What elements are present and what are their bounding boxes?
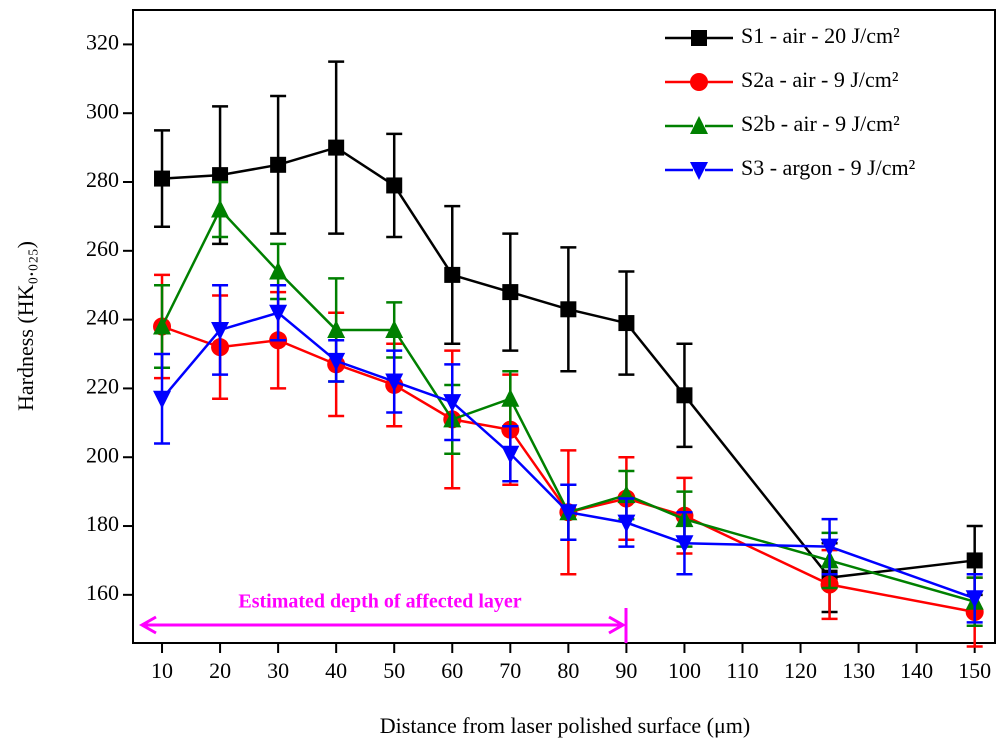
marker [153, 390, 172, 409]
x-axis-label: Distance from laser polished surface (μm… [380, 713, 750, 738]
annotation-text: Estimated depth of affected layer [238, 591, 521, 613]
marker [690, 116, 708, 134]
marker [443, 394, 462, 413]
legend-label: S3 - argon - 9 J/cm² [741, 155, 916, 180]
x-tick-label: 120 [784, 658, 817, 683]
y-tick-label: 260 [86, 236, 119, 261]
marker [691, 30, 707, 46]
y-tick-label: 320 [86, 29, 119, 54]
marker [690, 162, 708, 180]
annotation-arrow: Estimated depth of affected layer [138, 591, 628, 643]
marker [675, 535, 694, 554]
x-tick-label: 140 [900, 658, 933, 683]
y-tick-label: 180 [86, 511, 119, 536]
x-tick-label: 100 [668, 658, 701, 683]
marker [269, 261, 288, 280]
marker [212, 167, 229, 184]
marker [327, 319, 346, 338]
marker [965, 590, 984, 609]
y-tick-label: 200 [86, 442, 119, 467]
marker [386, 177, 403, 194]
x-tick-label: 130 [842, 658, 875, 683]
marker [559, 504, 578, 523]
plot-frame [132, 9, 996, 644]
x-tick-label: 70 [499, 658, 521, 683]
series-line [160, 207, 976, 603]
legend-label: S2b - air - 9 J/cm² [741, 111, 900, 136]
marker [618, 315, 635, 332]
marker [444, 266, 461, 283]
x-tick-label: 110 [726, 658, 758, 683]
marker [676, 387, 693, 404]
marker [385, 373, 404, 392]
series-line [161, 311, 976, 600]
x-tick-label: 10 [151, 658, 173, 683]
x-tick-label: 50 [383, 658, 405, 683]
marker [211, 199, 230, 218]
marker [327, 352, 346, 371]
marker [385, 319, 404, 338]
marker [820, 538, 839, 557]
y-tick-label: 280 [86, 167, 119, 192]
marker [690, 73, 708, 91]
x-tick-label: 20 [209, 658, 231, 683]
x-tick-label: 80 [557, 658, 579, 683]
marker [328, 139, 345, 156]
x-tick-label: 40 [325, 658, 347, 683]
x-tick-label: 150 [958, 658, 991, 683]
x-tick-label: 90 [615, 658, 637, 683]
series-line [161, 146, 975, 579]
marker [501, 445, 520, 464]
y-tick-label: 300 [86, 98, 119, 123]
legend-label: S1 - air - 20 J/cm² [741, 23, 900, 48]
y-tick-label: 160 [86, 580, 119, 605]
marker [501, 388, 520, 407]
y-tick-label: 220 [86, 373, 119, 398]
marker [270, 156, 287, 173]
marker [617, 514, 636, 533]
arrow-head [608, 615, 627, 635]
legend-label: S2a - air - 9 J/cm² [741, 67, 899, 92]
marker [502, 284, 519, 301]
marker [153, 316, 172, 335]
marker [154, 170, 171, 187]
y-tick-label: 240 [86, 305, 119, 330]
marker [966, 552, 983, 569]
x-tick-label: 60 [441, 658, 463, 683]
x-tick-label: 30 [267, 658, 289, 683]
marker [269, 304, 288, 323]
arrow-head [138, 615, 157, 635]
y-axis-label: Hardness (HK₀.₀₂₅) [13, 241, 38, 411]
marker [560, 301, 577, 318]
marker [211, 321, 230, 340]
